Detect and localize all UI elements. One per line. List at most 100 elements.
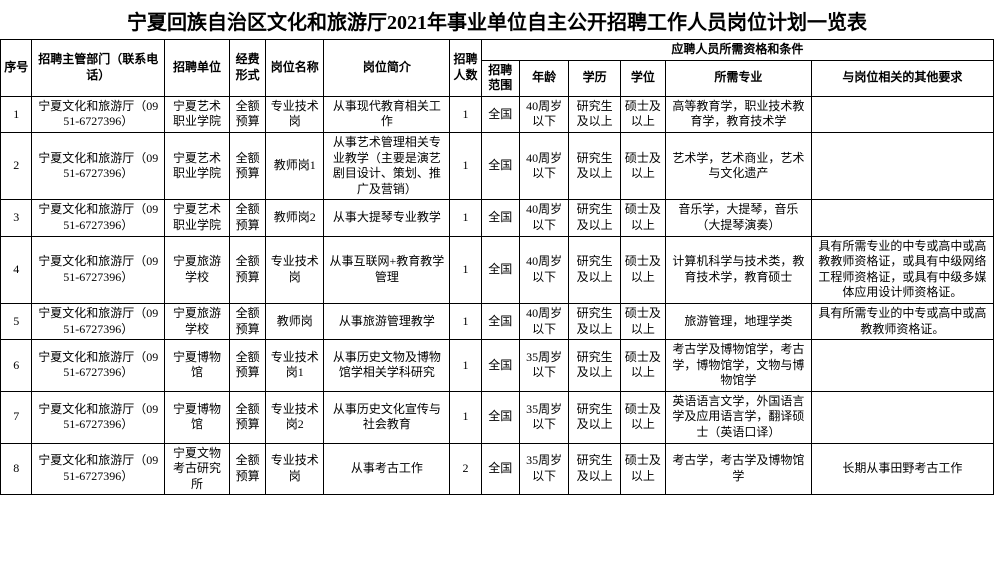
cell-desc: 从事现代教育相关工作 xyxy=(324,96,450,132)
cell-dept: 宁夏文化和旅游厅（0951-6727396） xyxy=(32,391,165,443)
cell-degree: 硕士及以上 xyxy=(620,132,665,199)
cell-budget: 全额预算 xyxy=(230,391,266,443)
table-row: 7宁夏文化和旅游厅（0951-6727396）宁夏博物馆全额预算专业技术岗2从事… xyxy=(1,391,994,443)
cell-count: 1 xyxy=(450,132,481,199)
col-seq: 序号 xyxy=(1,40,32,97)
cell-degree: 硕士及以上 xyxy=(620,200,665,236)
cell-age: 40周岁以下 xyxy=(519,236,568,303)
table-row: 2宁夏文化和旅游厅（0951-6727396）宁夏艺术职业学院全额预算教师岗1从… xyxy=(1,132,994,199)
cell-dept: 宁夏文化和旅游厅（0951-6727396） xyxy=(32,340,165,392)
cell-unit: 宁夏博物馆 xyxy=(164,340,229,392)
cell-age: 35周岁以下 xyxy=(519,391,568,443)
cell-unit: 宁夏艺术职业学院 xyxy=(164,96,229,132)
cell-desc: 从事历史文化宣传与社会教育 xyxy=(324,391,450,443)
cell-budget: 全额预算 xyxy=(230,236,266,303)
cell-count: 1 xyxy=(450,236,481,303)
cell-edu: 研究生及以上 xyxy=(569,132,621,199)
cell-edu: 研究生及以上 xyxy=(569,236,621,303)
cell-count: 1 xyxy=(450,391,481,443)
cell-scope: 全国 xyxy=(481,200,519,236)
col-dept: 招聘主管部门（联系电话） xyxy=(32,40,165,97)
cell-budget: 全额预算 xyxy=(230,96,266,132)
cell-count: 1 xyxy=(450,340,481,392)
col-degree: 学位 xyxy=(620,60,665,96)
cell-scope: 全国 xyxy=(481,303,519,339)
cell-other: 长期从事田野考古工作 xyxy=(811,443,993,495)
col-desc: 岗位简介 xyxy=(324,40,450,97)
table-header: 序号 招聘主管部门（联系电话） 招聘单位 经费形式 岗位名称 岗位简介 招聘人数… xyxy=(1,40,994,97)
cell-degree: 硕士及以上 xyxy=(620,303,665,339)
cell-degree: 硕士及以上 xyxy=(620,443,665,495)
col-other: 与岗位相关的其他要求 xyxy=(811,60,993,96)
cell-major: 考古学及博物馆学，考古学，博物馆学，文物与博物馆学 xyxy=(665,340,811,392)
cell-posname: 专业技术岗 xyxy=(266,443,324,495)
page-title: 宁夏回族自治区文化和旅游厅2021年事业单位自主公开招聘工作人员岗位计划一览表 xyxy=(0,0,994,39)
cell-posname: 专业技术岗 xyxy=(266,236,324,303)
cell-dept: 宁夏文化和旅游厅（0951-6727396） xyxy=(32,443,165,495)
cell-age: 35周岁以下 xyxy=(519,340,568,392)
cell-edu: 研究生及以上 xyxy=(569,443,621,495)
cell-dept: 宁夏文化和旅游厅（0951-6727396） xyxy=(32,96,165,132)
cell-seq: 7 xyxy=(1,391,32,443)
cell-posname: 教师岗2 xyxy=(266,200,324,236)
cell-seq: 2 xyxy=(1,132,32,199)
cell-desc: 从事旅游管理教学 xyxy=(324,303,450,339)
cell-posname: 教师岗1 xyxy=(266,132,324,199)
cell-age: 40周岁以下 xyxy=(519,132,568,199)
cell-count: 1 xyxy=(450,200,481,236)
cell-unit: 宁夏旅游学校 xyxy=(164,236,229,303)
table-row: 5宁夏文化和旅游厅（0951-6727396）宁夏旅游学校全额预算教师岗从事旅游… xyxy=(1,303,994,339)
cell-unit: 宁夏文物考古研究所 xyxy=(164,443,229,495)
cell-other xyxy=(811,132,993,199)
recruitment-table: 序号 招聘主管部门（联系电话） 招聘单位 经费形式 岗位名称 岗位简介 招聘人数… xyxy=(0,39,994,495)
cell-edu: 研究生及以上 xyxy=(569,340,621,392)
col-scope: 招聘范围 xyxy=(481,60,519,96)
cell-desc: 从事大提琴专业教学 xyxy=(324,200,450,236)
cell-major: 旅游管理，地理学类 xyxy=(665,303,811,339)
table-body: 1宁夏文化和旅游厅（0951-6727396）宁夏艺术职业学院全额预算专业技术岗… xyxy=(1,96,994,495)
cell-other xyxy=(811,96,993,132)
cell-seq: 1 xyxy=(1,96,32,132)
cell-budget: 全额预算 xyxy=(230,132,266,199)
table-row: 6宁夏文化和旅游厅（0951-6727396）宁夏博物馆全额预算专业技术岗1从事… xyxy=(1,340,994,392)
cell-count: 1 xyxy=(450,303,481,339)
col-posname: 岗位名称 xyxy=(266,40,324,97)
cell-age: 40周岁以下 xyxy=(519,96,568,132)
cell-major: 英语语言文学，外国语言学及应用语言学，翻译硕士（英语口译） xyxy=(665,391,811,443)
cell-dept: 宁夏文化和旅游厅（0951-6727396） xyxy=(32,200,165,236)
table-row: 3宁夏文化和旅游厅（0951-6727396）宁夏艺术职业学院全额预算教师岗2从… xyxy=(1,200,994,236)
cell-dept: 宁夏文化和旅游厅（0951-6727396） xyxy=(32,236,165,303)
cell-major: 高等教育学，职业技术教育学，教育技术学 xyxy=(665,96,811,132)
cell-scope: 全国 xyxy=(481,236,519,303)
cell-major: 艺术学，艺术商业，艺术与文化遗产 xyxy=(665,132,811,199)
cell-posname: 专业技术岗1 xyxy=(266,340,324,392)
cell-edu: 研究生及以上 xyxy=(569,200,621,236)
table-row: 4宁夏文化和旅游厅（0951-6727396）宁夏旅游学校全额预算专业技术岗从事… xyxy=(1,236,994,303)
cell-posname: 专业技术岗 xyxy=(266,96,324,132)
cell-other: 具有所需专业的中专或高中或高教教师资格证。 xyxy=(811,303,993,339)
col-age: 年龄 xyxy=(519,60,568,96)
cell-major: 计算机科学与技术类，教育技术学，教育硕士 xyxy=(665,236,811,303)
col-count: 招聘人数 xyxy=(450,40,481,97)
cell-budget: 全额预算 xyxy=(230,443,266,495)
cell-unit: 宁夏旅游学校 xyxy=(164,303,229,339)
col-major: 所需专业 xyxy=(665,60,811,96)
cell-posname: 专业技术岗2 xyxy=(266,391,324,443)
cell-count: 1 xyxy=(450,96,481,132)
cell-scope: 全国 xyxy=(481,96,519,132)
cell-dept: 宁夏文化和旅游厅（0951-6727396） xyxy=(32,303,165,339)
col-unit: 招聘单位 xyxy=(164,40,229,97)
cell-degree: 硕士及以上 xyxy=(620,391,665,443)
cell-seq: 3 xyxy=(1,200,32,236)
cell-seq: 6 xyxy=(1,340,32,392)
cell-seq: 8 xyxy=(1,443,32,495)
cell-age: 35周岁以下 xyxy=(519,443,568,495)
cell-edu: 研究生及以上 xyxy=(569,96,621,132)
cell-degree: 硕士及以上 xyxy=(620,236,665,303)
cell-other xyxy=(811,391,993,443)
cell-desc: 从事考古工作 xyxy=(324,443,450,495)
cell-major: 音乐学，大提琴，音乐（大提琴演奏） xyxy=(665,200,811,236)
cell-other xyxy=(811,200,993,236)
cell-budget: 全额预算 xyxy=(230,303,266,339)
cell-other: 具有所需专业的中专或高中或高教教师资格证，或具有中级网络工程师资格证，或具有中级… xyxy=(811,236,993,303)
